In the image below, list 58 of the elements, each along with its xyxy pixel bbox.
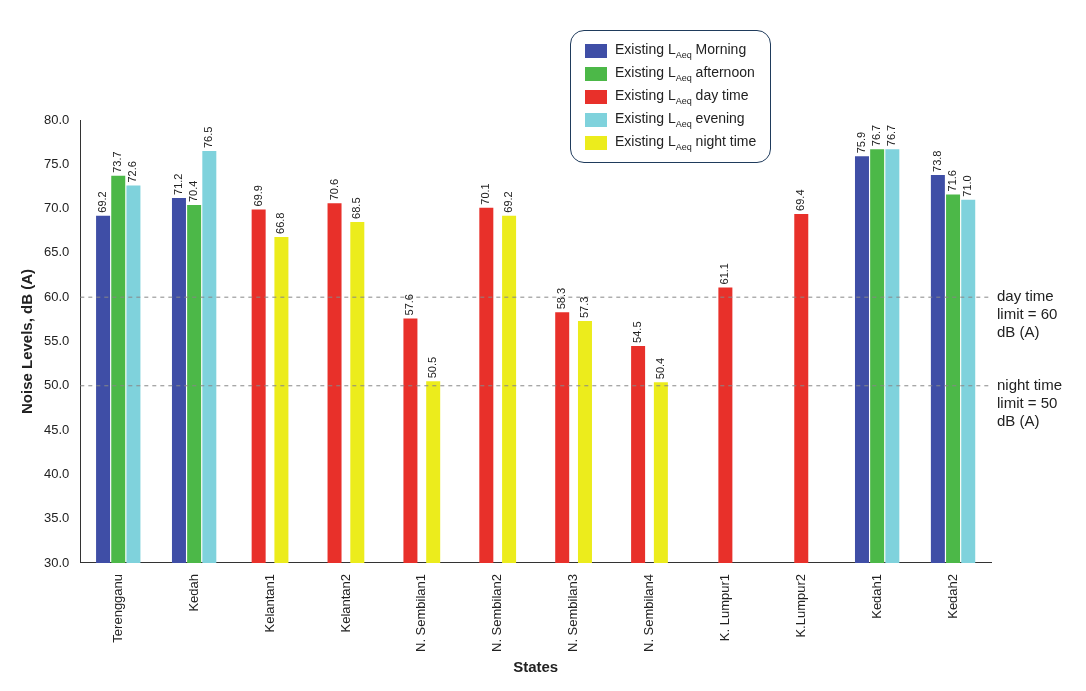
data-label: 71.0	[961, 175, 974, 197]
data-label: 50.4	[653, 357, 666, 380]
y-tick-label: 65.0	[43, 244, 70, 260]
data-label: 71.6	[946, 170, 959, 192]
data-label: 70.1	[479, 183, 492, 205]
y-tick-label: 50.0	[43, 377, 70, 393]
y-tick-label: 40.0	[43, 465, 70, 481]
data-label: 71.2	[171, 173, 184, 195]
legend-label: Existing L$_{Aeq}$ evening	[615, 110, 745, 129]
data-label: 69.4	[794, 189, 807, 211]
ref-line-label: day time limit = 60 dB (A)	[997, 287, 1058, 341]
data-label: 72.6	[126, 161, 139, 183]
legend-label: Existing L$_{Aeq}$ day time	[615, 87, 749, 106]
data-label: 73.7	[111, 151, 124, 173]
x-tick-label: Terengganu	[109, 573, 125, 643]
data-label: 70.6	[327, 178, 340, 201]
data-label: 69.2	[502, 191, 515, 213]
y-tick-label: 30.0	[43, 554, 70, 570]
data-label: 57.3	[578, 296, 591, 319]
x-tick-label: Kedah1	[868, 573, 884, 619]
x-tick-label: N. Sembilan1	[413, 573, 429, 653]
x-tick-label: Kelantan1	[261, 573, 277, 633]
x-tick-label: Kedah	[185, 573, 201, 612]
x-tick-label: Kelantan2	[337, 573, 353, 633]
legend-label: Existing L$_{Aeq}$ night time	[615, 133, 757, 152]
y-tick-label: 60.0	[43, 288, 70, 304]
data-label: 76.7	[885, 124, 898, 147]
data-label: 76.7	[870, 124, 883, 147]
y-tick-label: 70.0	[43, 200, 70, 216]
data-label: 54.5	[631, 321, 644, 343]
data-label: 50.5	[426, 356, 439, 379]
data-label: 75.9	[855, 131, 868, 154]
y-tick-label: 35.0	[43, 510, 70, 526]
y-tick-label: 55.0	[43, 333, 70, 349]
legend-label: Existing L$_{Aeq}$ Morning	[615, 41, 747, 60]
y-tick-label: 80.0	[43, 111, 70, 127]
x-tick-label: K.Lumpur2	[792, 573, 808, 638]
x-tick-label: N. Sembilan4	[641, 573, 657, 653]
y-tick-label: 75.0	[43, 155, 70, 171]
data-label: 69.2	[96, 191, 109, 213]
data-label: 68.5	[350, 197, 363, 219]
data-label: 70.4	[187, 180, 200, 203]
x-axis-title: States	[513, 658, 559, 676]
x-tick-label: N. Sembilan3	[565, 573, 581, 653]
data-label: 57.6	[403, 294, 416, 316]
legend-label: Existing L$_{Aeq}$ afternoon	[615, 64, 755, 83]
data-label: 66.8	[274, 212, 287, 234]
x-tick-label: K. Lumpur1	[716, 573, 732, 642]
y-tick-label: 45.0	[43, 421, 70, 437]
x-tick-label: Kedah2	[944, 573, 960, 619]
data-label: 69.9	[251, 185, 264, 207]
data-label: 61.1	[718, 263, 731, 285]
x-tick-label: N. Sembilan2	[489, 573, 505, 653]
y-axis-title: Noise Levels, dB (A)	[18, 268, 36, 414]
data-label: 58.3	[555, 287, 568, 310]
data-label: 76.5	[202, 126, 215, 149]
data-label: 73.8	[930, 150, 943, 172]
ref-line-label: night time limit = 50 dB (A)	[997, 375, 1063, 429]
